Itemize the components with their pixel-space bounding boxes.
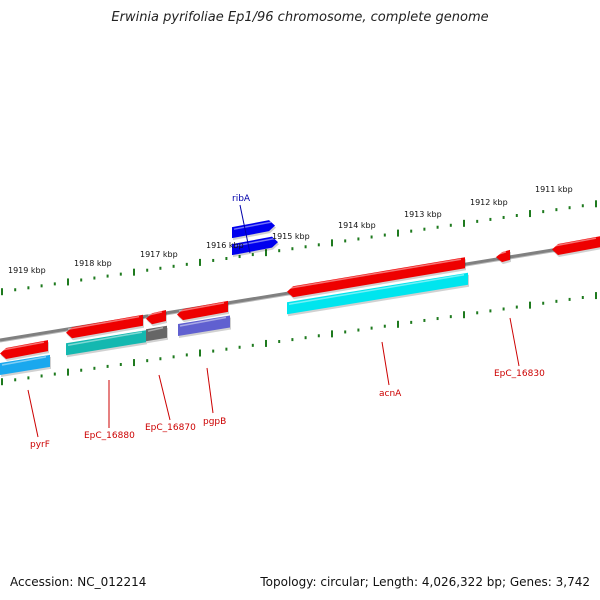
scale-label: 1911 kbp [535, 185, 573, 194]
gene-highlight [67, 331, 143, 346]
gene-features [0, 220, 600, 377]
gene-arrow [66, 330, 146, 356]
gene-arrow [496, 249, 510, 263]
gene-label: EpC_16880 [84, 431, 135, 441]
scale-label: 1918 kbp [74, 259, 112, 268]
gene-arrow [287, 272, 468, 315]
gene-label: acnA [379, 389, 402, 399]
gene-highlight [553, 237, 597, 247]
gene-label: pyrF [30, 440, 50, 450]
gene-highlight [233, 237, 275, 247]
scale-label: 1915 kbp [272, 232, 310, 241]
outer-scale-ticks [1, 200, 597, 296]
gene-highlight [288, 273, 465, 305]
gene-highlight [179, 316, 227, 327]
gene-arrow [552, 236, 600, 256]
scale-labels: 1919 kbp 1918 kbp 1917 kbp 1916 kbp 1915 kbp… [8, 185, 573, 275]
gene-arrow [178, 315, 230, 336]
gene-highlight [497, 251, 507, 255]
inner-scale-ticks [1, 292, 597, 386]
gene-arrow [146, 309, 166, 325]
gene-arrow [177, 300, 228, 321]
gene-arrow [232, 220, 275, 239]
leader-line [381, 341, 390, 386]
accession-label: Accession: NC_012214 [10, 575, 147, 589]
scale-label: 1916 kbp [206, 241, 244, 250]
gene-arrow [66, 314, 143, 339]
leader-line [206, 367, 214, 414]
gene-highlight [147, 311, 163, 316]
gene-arrow [0, 354, 50, 375]
genome-summary: Topology: circular; Length: 4,026,322 bp… [260, 575, 590, 589]
gene-highlight [147, 327, 164, 332]
gene-label: ribA [232, 194, 251, 204]
gene-label: EpC_16870 [145, 423, 196, 433]
map-title: Erwinia pyrifoliae Ep1/96 chromosome, co… [111, 10, 489, 25]
scale-label: 1914 kbp [338, 221, 376, 230]
scale-label: 1919 kbp [8, 266, 46, 275]
gene-arrow [0, 340, 48, 359]
gene-arrow [287, 257, 465, 298]
gene-highlight [1, 341, 45, 351]
leader-line [509, 317, 520, 367]
scale-label: 1912 kbp [470, 198, 508, 207]
gene-labels: ribA pyrF EpC_16880 EpC_16870 pgpB acnA EpC_16… [27, 194, 545, 450]
gene-highlight [288, 258, 462, 289]
gene-arrow [146, 325, 167, 342]
gene-label: pgpB [203, 417, 226, 427]
leader-line [27, 389, 39, 438]
scale-label: 1913 kbp [404, 210, 442, 219]
scale-label: 1917 kbp [140, 250, 178, 259]
leader-line [239, 204, 251, 254]
gene-arrow [232, 236, 278, 256]
leader-line [158, 374, 171, 421]
gene-label: EpC_16830 [494, 369, 545, 379]
gene-highlight [67, 315, 140, 330]
gene-highlight [178, 302, 225, 312]
gene-highlight [1, 356, 47, 366]
gene-highlight [233, 221, 272, 230]
